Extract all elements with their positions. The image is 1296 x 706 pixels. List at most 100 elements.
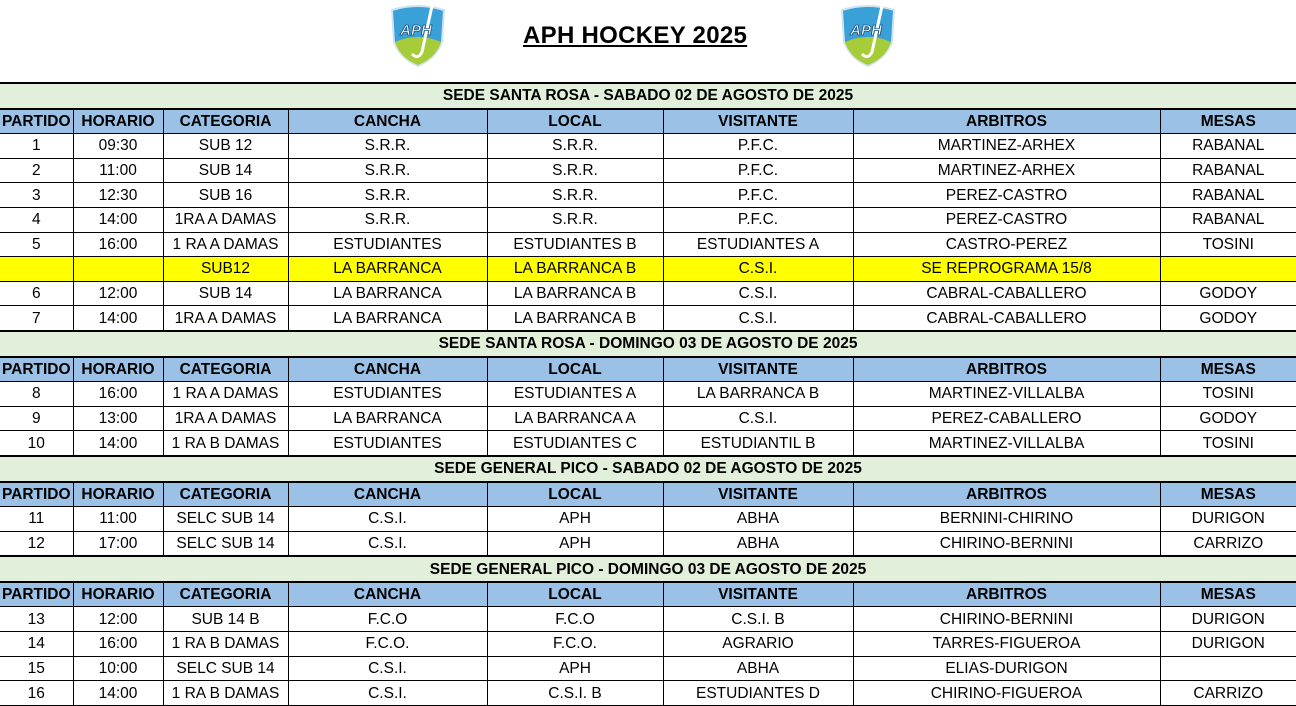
table-row: 10 14:00 1 RA B DAMAS ESTUDIANTES ESTUDIANTE…	[0, 430, 1296, 457]
cell-local: S.R.R.	[486, 133, 664, 159]
cell-visitante: AGRARIO	[662, 631, 854, 657]
cell-visitante: ABHA	[662, 506, 854, 532]
cell-mesas: TOSINI	[1159, 430, 1296, 457]
column-header-categoria: CATEGORIA	[162, 356, 289, 383]
column-header-mesas: MESAS	[1159, 356, 1296, 383]
cell-mesas: TOSINI	[1159, 381, 1296, 407]
column-header-horario: HORARIO	[72, 480, 164, 508]
cell-categoria: 1RA A DAMAS	[162, 206, 289, 233]
cell-mesas: RABANAL	[1159, 206, 1296, 233]
cell-horario: 12:30	[72, 182, 164, 208]
cell-cancha: LA BARRANCA	[287, 405, 488, 432]
column-header-categoria: CATEGORIA	[162, 581, 289, 608]
column-header-mesas: MESAS	[1159, 108, 1296, 135]
cell-horario: 11:00	[72, 506, 164, 532]
cell-arbitros: CABRAL-CABALLERO	[852, 305, 1161, 332]
cell-horario: 13:00	[72, 405, 164, 432]
column-header-local: LOCAL	[486, 108, 664, 135]
cell-visitante: ESTUDIANTES A	[662, 231, 854, 258]
cell-arbitros: PEREZ-CASTRO	[852, 206, 1161, 233]
table-row: SUB12 LA BARRANCA LA BARRANCA B C.S.I. SE RE…	[0, 256, 1296, 282]
svg-text:APH: APH	[399, 22, 433, 39]
cell-local: LA BARRANCA B	[486, 305, 664, 332]
cell-cancha: C.S.I.	[287, 530, 488, 557]
cell-mesas	[1159, 655, 1296, 682]
table-row: 4 14:00 1RA A DAMAS S.R.R. S.R.R. P.F.C. PEREZ…	[0, 206, 1296, 233]
column-header-cancha: CANCHA	[287, 108, 488, 135]
column-header-partido: PARTIDO	[0, 581, 74, 608]
column-header-partido: PARTIDO	[0, 356, 74, 383]
cell-arbitros: SE REPROGRAMA 15/8	[852, 256, 1161, 282]
cell-horario: 17:00	[72, 530, 164, 557]
cell-cancha: F.C.O.	[287, 631, 488, 657]
cell-categoria: SUB 16	[162, 182, 289, 208]
table-row: 5 16:00 1 RA A DAMAS ESTUDIANTES ESTUDIANTES…	[0, 231, 1296, 258]
cell-arbitros: MARTINEZ-VILLALBA	[852, 381, 1161, 407]
column-header-local: LOCAL	[486, 480, 664, 508]
column-header-cancha: CANCHA	[287, 480, 488, 508]
cell-arbitros: MARTINEZ-ARHEX	[852, 157, 1161, 184]
cell-horario: 14:00	[72, 305, 164, 332]
cell-partido: 1	[0, 133, 74, 159]
cell-local: LA BARRANCA A	[486, 405, 664, 432]
cell-visitante: ESTUDIANTIL B	[662, 430, 854, 457]
table-row: 13 12:00 SUB 14 B F.C.O F.C.O C.S.I. B CHIRINO…	[0, 606, 1296, 633]
cell-partido: 12	[0, 530, 74, 557]
cell-arbitros: ELIAS-DURIGON	[852, 655, 1161, 682]
cell-visitante: P.F.C.	[662, 206, 854, 233]
cell-partido: 9	[0, 405, 74, 432]
cell-categoria: 1 RA A DAMAS	[162, 381, 289, 407]
cell-visitante: ABHA	[662, 655, 854, 682]
cell-partido: 11	[0, 506, 74, 532]
column-header-row: PARTIDO HORARIO CATEGORIA CANCHA LOCAL VISITA…	[0, 108, 1296, 135]
column-header-categoria: CATEGORIA	[162, 480, 289, 508]
cell-partido	[0, 256, 74, 282]
cell-horario: 09:30	[72, 133, 164, 159]
cell-cancha: ESTUDIANTES	[287, 381, 488, 407]
column-header-mesas: MESAS	[1159, 581, 1296, 608]
cell-mesas: GODOY	[1159, 305, 1296, 332]
cell-visitante: C.S.I.	[662, 305, 854, 332]
cell-arbitros: PEREZ-CABALLERO	[852, 405, 1161, 432]
cell-horario: 10:00	[72, 655, 164, 682]
cell-partido: 4	[0, 206, 74, 233]
cell-cancha: ESTUDIANTES	[287, 430, 488, 457]
cell-horario: 12:00	[72, 280, 164, 307]
cell-local: LA BARRANCA B	[486, 280, 664, 307]
svg-text:APH: APH	[849, 22, 883, 39]
cell-visitante: C.S.I. B	[662, 606, 854, 633]
cell-visitante: C.S.I.	[662, 280, 854, 307]
cell-visitante: LA BARRANCA B	[662, 381, 854, 407]
cell-categoria: 1 RA A DAMAS	[162, 231, 289, 258]
cell-categoria: SELC SUB 14	[162, 530, 289, 557]
cell-mesas: DURIGON	[1159, 506, 1296, 532]
cell-local: ESTUDIANTES C	[486, 430, 664, 457]
cell-cancha: C.S.I.	[287, 506, 488, 532]
cell-mesas: RABANAL	[1159, 182, 1296, 208]
section-title: SEDE GENERAL PICO - DOMINGO 03 DE AGOSTO…	[0, 555, 1296, 583]
cell-visitante: P.F.C.	[662, 157, 854, 184]
cell-mesas: RABANAL	[1159, 157, 1296, 184]
section-title: SEDE SANTA ROSA - DOMINGO 03 DE AGOSTO D…	[0, 329, 1296, 358]
cell-partido: 15	[0, 655, 74, 682]
column-header-visitante: VISITANTE	[662, 581, 854, 608]
column-header-arbitros: ARBITROS	[852, 356, 1161, 383]
cell-cancha: ESTUDIANTES	[287, 231, 488, 258]
cell-arbitros: PEREZ-CASTRO	[852, 182, 1161, 208]
cell-arbitros: TARRES-FIGUEROA	[852, 631, 1161, 657]
cell-categoria: SUB 12	[162, 133, 289, 159]
fixture-table: SEDE SANTA ROSA - SABADO 02 DE AGOSTO DE…	[0, 82, 1296, 706]
cell-partido: 8	[0, 381, 74, 407]
section-title: SEDE GENERAL PICO - SABADO 02 DE AGOSTO …	[0, 454, 1296, 483]
cell-arbitros: CASTRO-PEREZ	[852, 231, 1161, 258]
cell-cancha: LA BARRANCA	[287, 256, 488, 282]
cell-partido: 10	[0, 430, 74, 457]
column-header-mesas: MESAS	[1159, 480, 1296, 508]
cell-categoria: SUB 14	[162, 157, 289, 184]
cell-visitante: C.S.I.	[662, 405, 854, 432]
cell-cancha: LA BARRANCA	[287, 305, 488, 332]
cell-arbitros: CHIRINO-BERNINI	[852, 606, 1161, 633]
table-row: 9 13:00 1RA A DAMAS LA BARRANCA LA BARRANCA …	[0, 405, 1296, 432]
section-header: SEDE GENERAL PICO - DOMINGO 03 DE AGOSTO…	[0, 555, 1296, 583]
column-header-arbitros: ARBITROS	[852, 480, 1161, 508]
